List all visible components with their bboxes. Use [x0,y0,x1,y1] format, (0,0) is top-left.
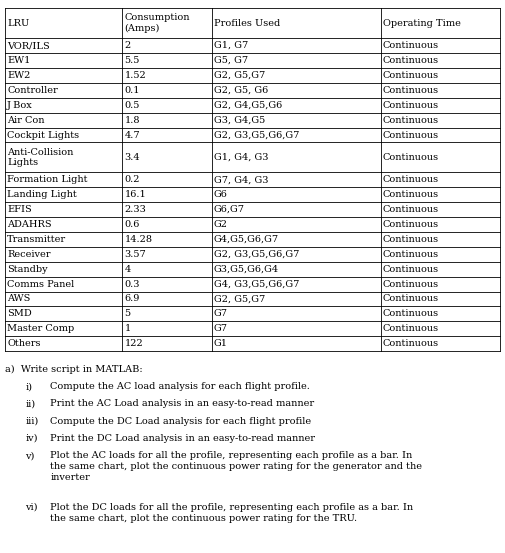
Text: G6,G7: G6,G7 [214,205,245,214]
Text: 3.4: 3.4 [124,153,140,162]
Text: Continuous: Continuous [383,101,439,109]
Text: J Box: J Box [7,101,33,109]
Text: G4,G5,G6,G7: G4,G5,G6,G7 [214,235,279,244]
Text: 5.5: 5.5 [124,56,140,65]
Text: G2, G5, G6: G2, G5, G6 [214,86,268,95]
Text: Continuous: Continuous [383,116,439,124]
Text: 0.3: 0.3 [124,280,140,289]
Text: Profiles Used: Profiles Used [214,19,280,28]
Text: Transmitter: Transmitter [7,235,66,244]
Text: G2, G4,G5,G6: G2, G4,G5,G6 [214,101,282,109]
Text: G2, G5,G7: G2, G5,G7 [214,295,265,304]
Text: Cockpit Lights: Cockpit Lights [7,131,79,139]
Text: 5: 5 [124,309,130,319]
Text: Landing Light: Landing Light [7,190,77,199]
Text: iii): iii) [25,416,38,426]
Text: Operating Time: Operating Time [383,19,461,28]
Text: 0.1: 0.1 [124,86,140,95]
Text: a)  Write script in MATLAB:: a) Write script in MATLAB: [5,365,143,374]
Text: Anti-Collision
Lights: Anti-Collision Lights [7,148,73,167]
Text: Receiver: Receiver [7,250,51,259]
Text: Continuous: Continuous [383,131,439,139]
Text: G7: G7 [214,324,228,333]
Text: G2: G2 [214,220,228,229]
Text: SMD: SMD [7,309,32,319]
Text: AWS: AWS [7,295,30,304]
Text: G7, G4, G3: G7, G4, G3 [214,175,268,184]
Text: 2.33: 2.33 [124,205,146,214]
Text: Compute the AC load analysis for each flight profile.: Compute the AC load analysis for each fl… [50,382,311,391]
Text: v): v) [25,451,35,460]
Text: 0.2: 0.2 [124,175,140,184]
Text: Formation Light: Formation Light [7,175,87,184]
Text: Controller: Controller [7,86,58,95]
Text: Standby: Standby [7,265,47,274]
Text: Others: Others [7,339,40,348]
Text: 0.5: 0.5 [124,101,140,109]
Text: 3.57: 3.57 [124,250,146,259]
Text: Continuous: Continuous [383,205,439,214]
Text: LRU: LRU [7,19,29,28]
Text: 1: 1 [124,324,131,333]
Text: 4: 4 [124,265,131,274]
Text: Plot the AC loads for all the profile, representing each profile as a bar. In
th: Plot the AC loads for all the profile, r… [50,451,423,482]
Text: Continuous: Continuous [383,235,439,244]
Text: Continuous: Continuous [383,295,439,304]
Text: G3, G4,G5: G3, G4,G5 [214,116,265,124]
Text: Continuous: Continuous [383,280,439,289]
Text: Continuous: Continuous [383,309,439,319]
Text: G4, G3,G5,G6,G7: G4, G3,G5,G6,G7 [214,280,299,289]
Text: G1, G7: G1, G7 [214,41,248,50]
Text: Continuous: Continuous [383,190,439,199]
Text: G3,G5,G6,G4: G3,G5,G6,G4 [214,265,279,274]
Text: Consumption
(Amps): Consumption (Amps) [124,13,190,33]
Text: Continuous: Continuous [383,220,439,229]
Text: EW1: EW1 [7,56,30,65]
Text: Continuous: Continuous [383,56,439,65]
Text: iv): iv) [25,434,38,443]
Text: Continuous: Continuous [383,153,439,162]
Text: G1: G1 [214,339,228,348]
Text: 1.52: 1.52 [124,71,146,80]
Text: 16.1: 16.1 [124,190,146,199]
Text: 0.6: 0.6 [124,220,140,229]
Text: Continuous: Continuous [383,175,439,184]
Text: 2: 2 [124,41,131,50]
Text: G2, G3,G5,G6,G7: G2, G3,G5,G6,G7 [214,250,299,259]
Text: vi): vi) [25,503,38,512]
Text: Master Comp: Master Comp [7,324,74,333]
Text: Air Con: Air Con [7,116,44,124]
Text: VOR/ILS: VOR/ILS [7,41,50,50]
Text: 122: 122 [124,339,143,348]
Text: 6.9: 6.9 [124,295,140,304]
Text: Print the DC Load analysis in an easy-to-read manner: Print the DC Load analysis in an easy-to… [50,434,316,443]
Text: Continuous: Continuous [383,339,439,348]
Text: ii): ii) [25,399,35,409]
Text: G6: G6 [214,190,228,199]
Text: G2, G3,G5,G6,G7: G2, G3,G5,G6,G7 [214,131,299,139]
Text: EFIS: EFIS [7,205,32,214]
Text: G1, G4, G3: G1, G4, G3 [214,153,268,162]
Text: 1.8: 1.8 [124,116,140,124]
Text: Continuous: Continuous [383,265,439,274]
Text: G7: G7 [214,309,228,319]
Text: Continuous: Continuous [383,86,439,95]
Text: Compute the DC Load analysis for each flight profile: Compute the DC Load analysis for each fl… [50,416,312,426]
Text: Continuous: Continuous [383,41,439,50]
Text: G5, G7: G5, G7 [214,56,248,65]
Text: Print the AC Load analysis in an easy-to-read manner: Print the AC Load analysis in an easy-to… [50,399,315,409]
Text: 14.28: 14.28 [124,235,153,244]
Text: Comms Panel: Comms Panel [7,280,74,289]
Text: Continuous: Continuous [383,71,439,80]
Text: EW2: EW2 [7,71,30,80]
Text: Continuous: Continuous [383,324,439,333]
Text: Plot the DC loads for all the profile, representing each profile as a bar. In
th: Plot the DC loads for all the profile, r… [50,503,414,523]
Text: i): i) [25,382,32,391]
Text: 4.7: 4.7 [124,131,140,139]
Text: Continuous: Continuous [383,250,439,259]
Text: G2, G5,G7: G2, G5,G7 [214,71,265,80]
Text: ADAHRS: ADAHRS [7,220,52,229]
